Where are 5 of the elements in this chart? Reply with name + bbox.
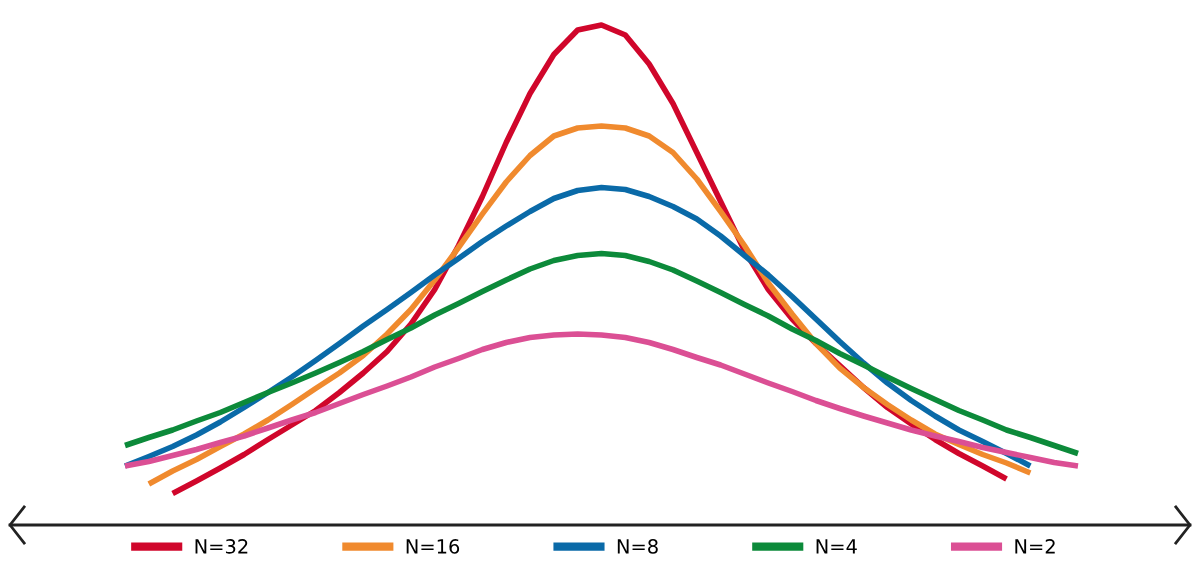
legend-label: N=4 bbox=[816, 539, 857, 554]
legend-label: N=16 bbox=[406, 539, 460, 554]
legend-label: N=32 bbox=[195, 539, 248, 554]
legend-label: N=2 bbox=[1015, 539, 1055, 554]
legend-label: N=8 bbox=[617, 539, 658, 554]
